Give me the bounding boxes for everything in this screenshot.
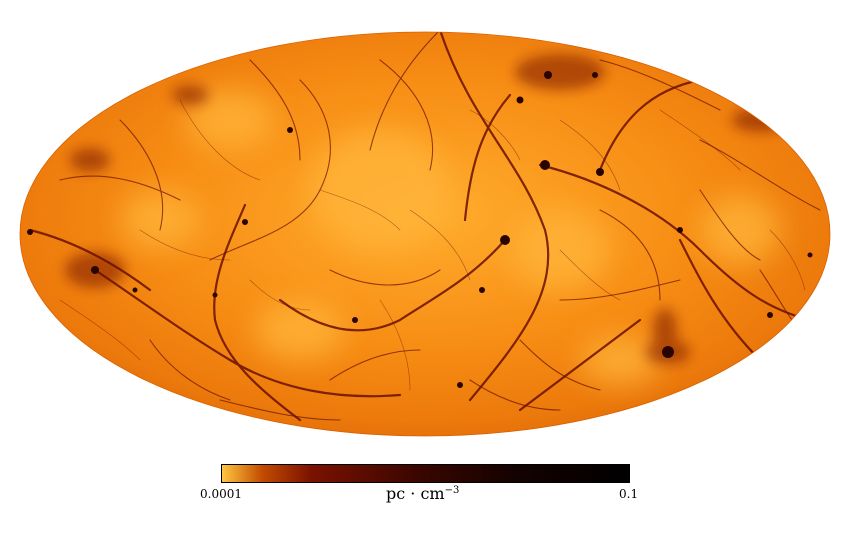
unit-text: pc · cm [386, 484, 445, 503]
unit-exponent: −3 [444, 485, 460, 496]
mollweide-sky-map [19, 31, 831, 437]
dense-nodes [27, 32, 813, 388]
colorbar-gradient [221, 464, 630, 483]
colorbar-max-label: 0.1 [619, 487, 639, 501]
colorbar [221, 464, 630, 484]
map-outline [19, 31, 831, 437]
colorbar-min-label: 0.0001 [200, 487, 242, 501]
colorbar-unit-label: pc · cm−3 [386, 484, 459, 503]
filament-network [28, 32, 821, 422]
map-content [20, 32, 830, 436]
